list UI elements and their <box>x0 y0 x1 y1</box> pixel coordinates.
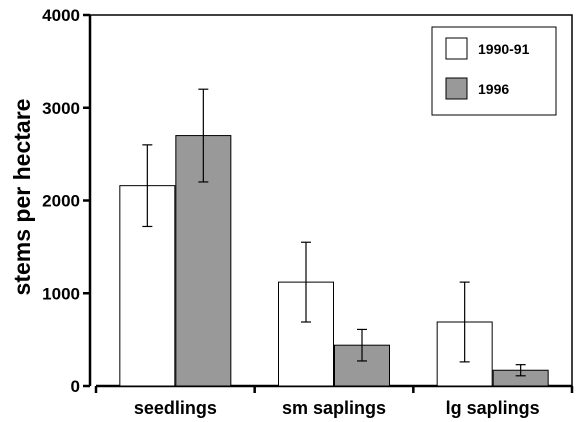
y-axis-title: stems per hectare <box>9 99 35 296</box>
y-axis: 0 1000 2000 3000 4000 <box>42 6 92 396</box>
legend-label: 1996 <box>478 81 509 97</box>
y-tick-label: 2000 <box>42 192 80 211</box>
y-tick-label: 3000 <box>42 99 80 118</box>
y-tick-label: 1000 <box>42 284 80 303</box>
legend: 1990-91 1996 <box>431 26 557 116</box>
legend-label: 1990-91 <box>478 41 530 57</box>
legend-swatch <box>445 77 468 100</box>
x-category-label: lg saplings <box>446 398 540 418</box>
x-category-label: sm saplings <box>282 398 386 418</box>
x-axis: seedlings sm saplings lg saplings <box>94 384 574 418</box>
error-bars <box>142 88 526 377</box>
legend-swatch <box>445 37 468 60</box>
x-category-label: seedlings <box>134 398 217 418</box>
y-tick-label: 0 <box>71 377 80 396</box>
bars <box>119 135 549 387</box>
y-tick-label: 4000 <box>42 6 80 25</box>
